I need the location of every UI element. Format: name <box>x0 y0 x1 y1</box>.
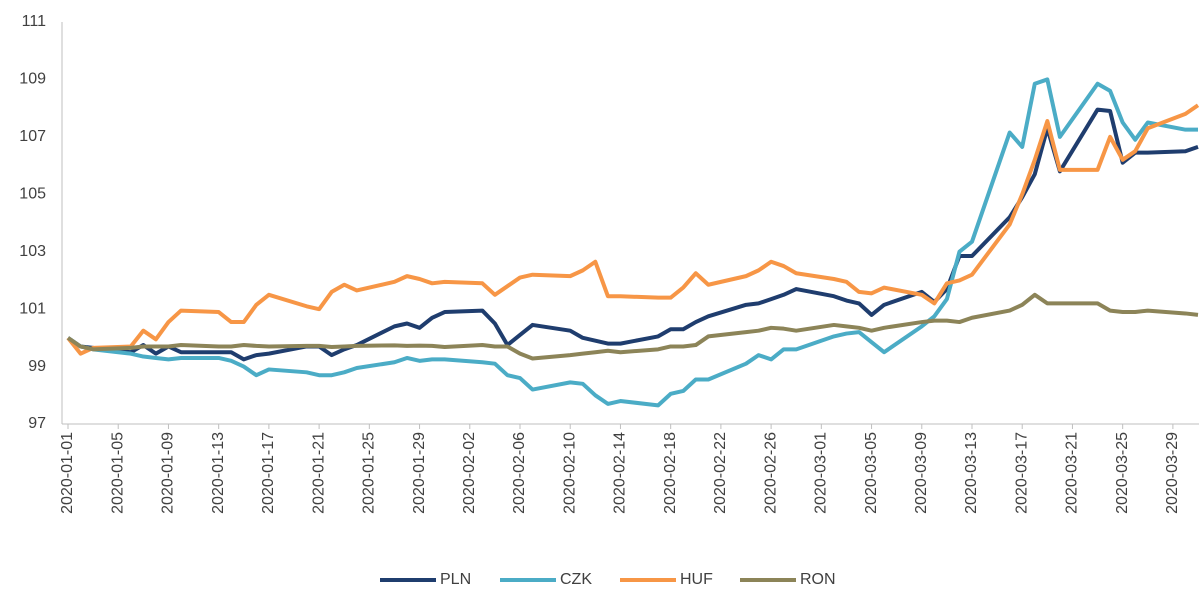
x-tick-label: 2020-01-13 <box>210 432 227 514</box>
y-tick-label: 111 <box>22 13 46 30</box>
x-tick-label: 2020-01-05 <box>109 432 126 514</box>
x-tick-label: 2020-01-21 <box>310 432 327 514</box>
legend-label: RON <box>800 571 836 588</box>
x-tick-label: 2020-03-13 <box>963 432 980 514</box>
series-line <box>66 103 1199 356</box>
x-tick-label: 2020-02-14 <box>612 432 629 514</box>
y-tick-label: 99 <box>28 358 46 375</box>
x-tick-label: 2020-02-10 <box>561 432 578 514</box>
x-tick-label: 2020-03-09 <box>913 432 930 514</box>
y-tick-label: 101 <box>19 300 46 317</box>
legend-label: PLN <box>440 571 471 588</box>
x-tick-label: 2020-01-09 <box>160 432 177 514</box>
y-tick-label: 107 <box>19 128 46 145</box>
x-tick-label: 2020-03-25 <box>1114 432 1131 514</box>
x-tick-label: 2020-01-29 <box>411 432 428 514</box>
x-tick-label: 2020-02-26 <box>762 432 779 514</box>
x-tick-label: 2020-01-17 <box>260 432 277 514</box>
y-tick-label: 97 <box>28 415 46 432</box>
x-tick-label: 2020-02-22 <box>712 432 729 514</box>
series-line <box>66 77 1198 408</box>
x-tick-label: 2020-02-02 <box>461 432 478 514</box>
x-tick-label: 2020-03-29 <box>1164 432 1181 514</box>
x-tick-label: 2020-02-18 <box>662 432 679 514</box>
x-tick-label: 2020-03-01 <box>813 432 830 514</box>
x-tick-label: 2020-03-05 <box>863 432 880 514</box>
x-tick-label: 2020-03-17 <box>1013 432 1030 514</box>
legend-label: CZK <box>560 571 592 588</box>
y-tick-label: 103 <box>19 243 46 260</box>
x-tick-label: 2020-02-06 <box>511 432 528 514</box>
y-tick-label: 105 <box>19 186 46 203</box>
y-tick-label: 109 <box>19 71 46 88</box>
legend-label: HUF <box>680 571 713 588</box>
x-tick-label: 2020-01-01 <box>59 432 76 514</box>
x-tick-label: 2020-01-25 <box>361 432 378 514</box>
x-tick-label: 2020-03-21 <box>1064 432 1081 514</box>
series-line <box>66 292 1199 361</box>
